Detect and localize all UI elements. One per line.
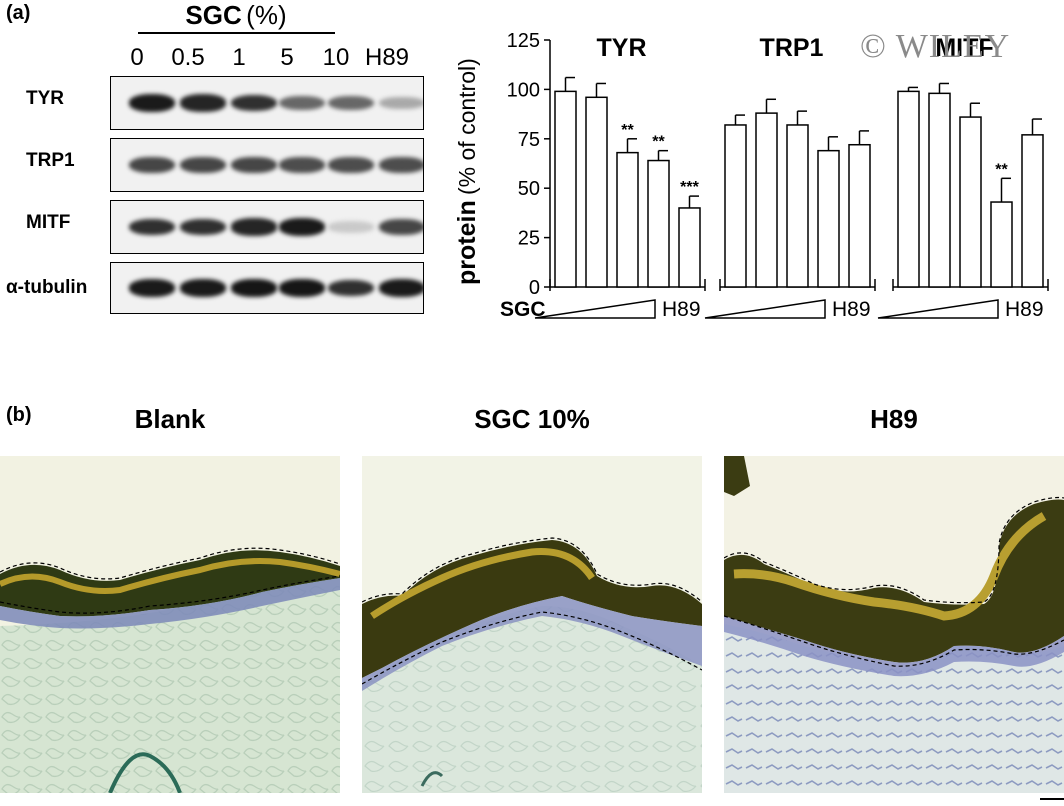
- panel-b-label: (b): [6, 404, 32, 426]
- y-axis-label: (% of control): [454, 58, 480, 195]
- micrograph-blank: [0, 456, 340, 793]
- significance-label: **: [621, 122, 634, 139]
- significance-label: **: [995, 161, 1008, 178]
- blot-band: [328, 157, 374, 173]
- blot-band: [180, 279, 226, 297]
- y-axis-label-bold: protein: [453, 200, 481, 285]
- sgc-gradient-wedge: [704, 299, 826, 319]
- blot-row-label-tyr: TYR: [26, 88, 64, 109]
- blot-band: [379, 96, 423, 110]
- blot-strip-mitf: [110, 200, 424, 254]
- blot-band: [129, 218, 175, 236]
- blot-band: [328, 279, 374, 297]
- y-tick-label: 125: [507, 30, 540, 52]
- blot-band: [231, 279, 277, 297]
- bar: [928, 92, 951, 288]
- micrograph-title-h89: H89: [870, 404, 918, 434]
- blot-header: SGC (%): [136, 0, 336, 31]
- blot-band: [180, 218, 226, 236]
- bar: [848, 143, 871, 288]
- bar: [1021, 134, 1044, 288]
- y-tick-label: 75: [518, 129, 540, 151]
- bar: [678, 207, 701, 288]
- significance-label: ***: [680, 179, 699, 196]
- bar: [755, 112, 778, 288]
- blot-strip-trp1: [110, 138, 424, 192]
- conc-label: 1: [232, 44, 246, 71]
- sgc-gradient-wedge: [534, 299, 656, 319]
- sgc-gradient-wedge: [877, 299, 999, 319]
- panel-title: TYR: [597, 34, 647, 62]
- micrograph-title-blank: Blank: [134, 404, 206, 434]
- y-tick-label: 0: [529, 277, 540, 299]
- blot-band: [231, 157, 277, 173]
- panel-a-label: (a): [6, 2, 31, 24]
- blot-band: [328, 221, 374, 233]
- h89-label: H89: [662, 298, 701, 320]
- blot-header-line: [138, 32, 335, 34]
- scale-bar: [1040, 798, 1064, 800]
- micrograph-h89: [724, 456, 1064, 793]
- conc-label: 0: [130, 44, 144, 71]
- bar: [990, 201, 1013, 288]
- y-tick-label: 25: [518, 228, 540, 250]
- blot-band: [279, 279, 325, 297]
- h89-label: H89: [832, 298, 871, 320]
- y-tick-label: 50: [518, 178, 540, 200]
- blot-header-sgc: SGC: [185, 0, 242, 30]
- bar: [786, 124, 809, 288]
- blot-band: [279, 218, 325, 236]
- bar: [897, 90, 920, 288]
- conc-label: H89: [364, 44, 410, 71]
- bar: [585, 96, 608, 288]
- conc-label: 10: [322, 44, 350, 71]
- bar: [959, 116, 982, 288]
- blot-band: [279, 157, 325, 173]
- bar: [724, 124, 747, 288]
- blot-band: [231, 94, 277, 112]
- panel-title: TRP1: [760, 34, 824, 62]
- blot-band: [379, 279, 423, 297]
- blot-band: [180, 157, 226, 173]
- blot-strip-tyr: [110, 76, 424, 130]
- blot-band: [129, 157, 175, 173]
- y-tick-label: 100: [507, 79, 540, 101]
- blot-header-unit: (%): [246, 0, 287, 30]
- panel-title: MITF: [935, 34, 993, 62]
- blot-row-label-tubulin: α-tubulin: [6, 277, 88, 298]
- blot-row-label-mitf: MITF: [26, 212, 71, 233]
- blot-band: [328, 95, 374, 111]
- h89-label: H89: [1005, 298, 1044, 320]
- conc-label: 5: [280, 44, 294, 71]
- blot-band: [231, 218, 277, 236]
- micrograph-sgc: [362, 456, 702, 793]
- blot-band: [379, 219, 423, 235]
- bar: [817, 149, 840, 288]
- blot-band: [180, 94, 226, 112]
- significance-label: **: [652, 134, 665, 151]
- conc-label: 0.5: [171, 44, 205, 71]
- bar: [647, 159, 670, 288]
- bar: [616, 151, 639, 288]
- blot-band: [379, 157, 423, 173]
- bar: [554, 90, 577, 288]
- blot-band: [129, 279, 175, 297]
- blot-band: [129, 94, 175, 112]
- blot-row-label-trp1: TRP1: [26, 150, 75, 171]
- micrograph-title-sgc: SGC 10%: [474, 404, 590, 434]
- x-axis-label-sgc: SGC: [500, 298, 546, 320]
- blot-band: [279, 95, 325, 111]
- blot-strip-tubulin: [110, 262, 424, 314]
- wiley-watermark: © WILEY: [860, 28, 1011, 65]
